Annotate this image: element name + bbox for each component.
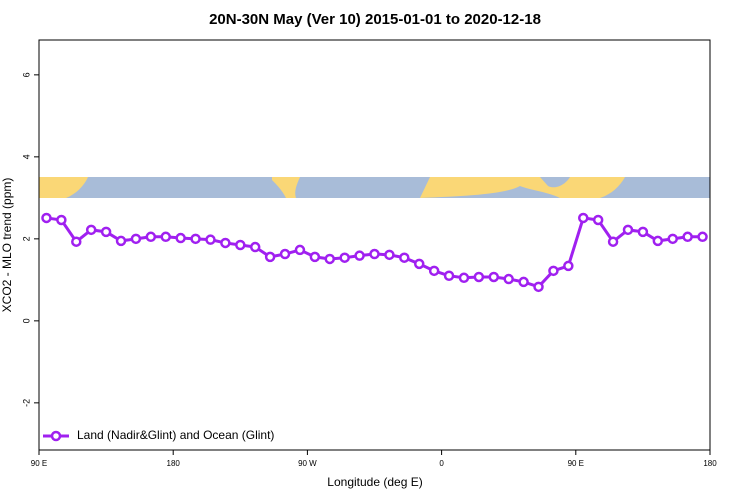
data-point	[578, 212, 589, 224]
x-tick-label: 90 E	[568, 459, 584, 468]
x-tick-label: 180	[703, 459, 717, 468]
data-point	[85, 224, 97, 236]
data-point	[682, 231, 693, 243]
chart-title: 20N-30N May (Ver 10) 2015-01-01 to 2020-…	[209, 11, 541, 28]
map-strip	[39, 177, 710, 198]
data-point	[652, 235, 664, 247]
y-tick-label: 6	[21, 72, 31, 77]
x-tick-label: 0	[439, 459, 444, 468]
data-point	[205, 234, 216, 245]
data-point	[488, 271, 500, 283]
data-point	[309, 251, 321, 263]
data-point	[175, 232, 186, 244]
x-tick-label: 90 W	[298, 459, 317, 468]
data-point	[518, 276, 529, 288]
data-point	[369, 248, 380, 260]
data-point	[294, 244, 306, 256]
plot-frame	[38, 39, 711, 451]
data-point	[115, 235, 127, 247]
y-tick-label: 2	[21, 236, 31, 241]
data-point	[548, 265, 559, 277]
data-point	[384, 249, 395, 261]
data-point	[145, 231, 157, 243]
legend-marker	[50, 430, 62, 442]
data-point	[324, 253, 336, 265]
data-point	[71, 236, 82, 247]
data-point	[354, 250, 365, 261]
data-point	[100, 226, 112, 238]
data-point	[667, 233, 678, 245]
data-point	[473, 271, 485, 283]
data-point	[697, 231, 708, 243]
data-point	[264, 251, 276, 263]
x-tick-label: 180	[167, 459, 181, 468]
x-axis-label: Longitude (deg E)	[327, 475, 422, 489]
y-tick-label: -2	[21, 399, 31, 407]
data-point	[592, 214, 604, 226]
x-tick-label: 90 E	[31, 459, 47, 468]
y-tick-label: 0	[21, 318, 31, 323]
data-point	[622, 224, 634, 236]
data-point	[503, 273, 514, 285]
y-axis-label: XCO2 - MLO trend (ppm)	[0, 178, 14, 313]
data-point	[607, 236, 619, 247]
y-tick-label: 4	[21, 154, 31, 159]
data-point	[413, 258, 425, 270]
data-point	[339, 252, 350, 263]
data-point	[220, 237, 231, 249]
data-point	[533, 281, 544, 293]
data-point	[563, 260, 574, 272]
data-point	[130, 233, 142, 245]
data-point	[190, 233, 201, 245]
data-point	[160, 231, 171, 243]
data-point	[249, 241, 261, 253]
data-point	[41, 212, 52, 224]
data-point	[279, 248, 291, 260]
data-point	[458, 272, 470, 284]
data-point	[428, 265, 440, 277]
data-point	[399, 252, 410, 263]
data-point	[235, 239, 246, 251]
data-point	[443, 270, 455, 281]
legend-label: Land (Nadir&Glint) and Ocean (Glint)	[77, 428, 274, 442]
data-point	[637, 226, 649, 238]
data-point	[56, 214, 67, 226]
